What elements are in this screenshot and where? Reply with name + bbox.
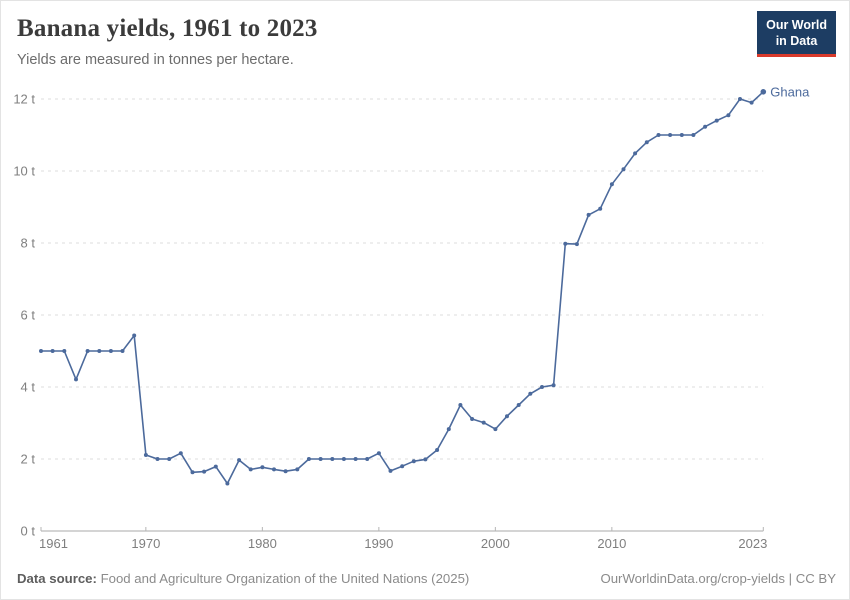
data-point[interactable] — [39, 349, 43, 353]
data-point[interactable] — [726, 113, 731, 118]
data-point[interactable] — [668, 133, 673, 137]
y-tick-label: 6 t — [21, 308, 36, 323]
data-point[interactable] — [155, 457, 160, 461]
x-tick-label: 2000 — [481, 536, 510, 551]
data-point[interactable] — [738, 97, 742, 101]
x-tick-label: 1970 — [131, 536, 160, 551]
data-point[interactable] — [190, 470, 195, 475]
data-point[interactable] — [74, 377, 78, 382]
y-tick-label: 2 t — [21, 452, 36, 467]
owid-logo-line1: Our World — [766, 18, 827, 32]
data-point[interactable] — [120, 349, 125, 353]
owid-url-link[interactable]: OurWorldinData.org/crop-yields — [600, 571, 785, 586]
chart-footer: Data source: Food and Agriculture Organi… — [17, 571, 836, 586]
data-point[interactable] — [423, 457, 428, 462]
data-point[interactable] — [400, 464, 405, 469]
x-tick-label: 2023 — [738, 536, 767, 551]
data-point[interactable] — [330, 457, 335, 461]
data-point[interactable] — [225, 481, 230, 486]
data-point[interactable] — [85, 349, 90, 353]
data-point[interactable] — [621, 167, 626, 172]
data-point[interactable] — [505, 414, 509, 419]
data-point[interactable] — [644, 140, 649, 145]
chart-area: 0 t 2 t 4 t 6 t 8 t 10 t 12 t 1961 1970 1980 1990 2… — [1, 84, 850, 566]
data-point[interactable] — [213, 464, 218, 469]
data-point[interactable] — [574, 242, 579, 247]
data-point[interactable] — [272, 467, 276, 472]
data-point[interactable] — [749, 100, 754, 105]
x-tick-label: 2010 — [597, 536, 626, 551]
chart-header: Banana yields, 1961 to 2023 Yields are m… — [17, 15, 318, 68]
data-source: Data source: Food and Agriculture Organi… — [17, 571, 469, 586]
data-point[interactable] — [283, 469, 288, 474]
data-point[interactable] — [388, 468, 393, 473]
data-point[interactable] — [691, 133, 696, 137]
data-point[interactable] — [143, 453, 148, 457]
data-point[interactable] — [656, 133, 661, 137]
data-source-label: Data source: — [17, 571, 97, 586]
data-point[interactable] — [50, 349, 55, 353]
y-tick-label: 10 t — [13, 164, 35, 179]
data-point[interactable] — [609, 182, 614, 187]
line-chart[interactable]: 0 t 2 t 4 t 6 t 8 t 10 t 12 t 1961 1970 1980 1990 2… — [1, 84, 850, 561]
data-point[interactable] — [353, 457, 358, 461]
data-point[interactable] — [540, 385, 544, 389]
y-tick-label: 4 t — [21, 380, 36, 395]
data-point[interactable] — [376, 451, 381, 456]
data-point[interactable] — [516, 403, 521, 407]
data-point[interactable] — [563, 241, 568, 246]
data-point[interactable] — [760, 89, 767, 95]
footer-links: OurWorldinData.org/crop-yields | CC BY — [600, 571, 836, 586]
page-title: Banana yields, 1961 to 2023 — [17, 15, 318, 42]
data-point[interactable] — [341, 457, 346, 461]
data-point[interactable] — [598, 206, 603, 211]
data-point[interactable] — [295, 467, 300, 472]
series-label-ghana[interactable]: Ghana — [770, 84, 810, 99]
data-point[interactable] — [470, 417, 475, 421]
license-link[interactable]: CC BY — [795, 571, 836, 586]
data-point[interactable] — [108, 349, 113, 353]
x-tick-label: 1980 — [248, 536, 277, 551]
data-point[interactable] — [633, 151, 638, 156]
data-point[interactable] — [493, 427, 498, 432]
data-point[interactable] — [411, 459, 416, 464]
ghana-line — [40, 91, 765, 485]
data-point[interactable] — [178, 451, 183, 456]
data-point[interactable] — [237, 458, 242, 463]
page-subtitle: Yields are measured in tonnes per hectar… — [17, 52, 294, 68]
data-point[interactable] — [679, 133, 684, 137]
y-tick-label: 0 t — [21, 524, 36, 539]
data-point[interactable] — [435, 448, 440, 452]
data-point[interactable] — [306, 457, 311, 461]
data-point[interactable] — [586, 212, 591, 217]
data-point[interactable] — [62, 349, 67, 353]
data-point[interactable] — [167, 457, 172, 461]
footer-separator: | — [784, 571, 796, 586]
owid-logo-line2: in Data — [775, 34, 818, 49]
data-point[interactable] — [248, 467, 253, 472]
data-point[interactable] — [551, 383, 556, 388]
data-point[interactable] — [446, 427, 451, 432]
data-point[interactable] — [528, 391, 533, 396]
data-point[interactable] — [260, 465, 265, 470]
owid-logo[interactable]: Our World in Data — [757, 11, 836, 57]
y-tick-label: 8 t — [21, 236, 36, 251]
data-point[interactable] — [202, 469, 207, 474]
data-point[interactable] — [318, 457, 323, 461]
data-point[interactable] — [481, 420, 486, 425]
data-point[interactable] — [458, 403, 463, 407]
y-tick-label: 12 t — [13, 92, 35, 107]
data-source-text: Food and Agriculture Organization of the… — [100, 571, 470, 586]
x-tick-label: 1961 — [39, 536, 68, 551]
data-point[interactable] — [365, 457, 370, 461]
data-point[interactable] — [132, 333, 137, 338]
data-point[interactable] — [714, 118, 719, 123]
x-tick-label: 1990 — [364, 536, 393, 551]
data-point[interactable] — [703, 124, 708, 129]
data-point[interactable] — [97, 349, 102, 353]
